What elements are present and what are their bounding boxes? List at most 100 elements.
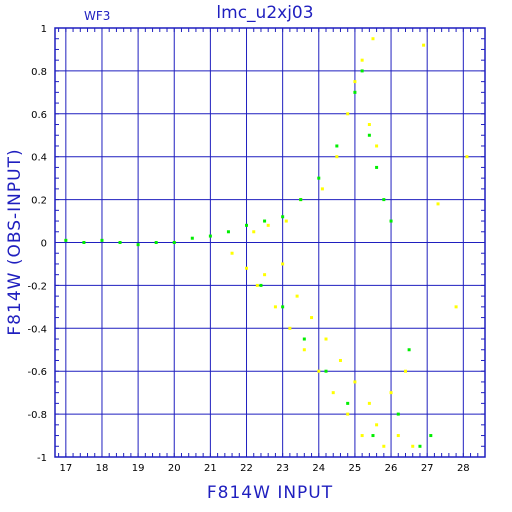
data-point bbox=[389, 391, 393, 395]
x-tick-label: 24 bbox=[312, 463, 325, 474]
y-tick-label: 0.8 bbox=[31, 67, 47, 78]
y-tick-label: 1 bbox=[41, 24, 47, 35]
data-point bbox=[100, 238, 104, 242]
x-tick-label: 22 bbox=[240, 463, 253, 474]
x-tick-labels: 17 18 19 20 21 22 23 24 25 26 27 28 bbox=[59, 463, 469, 474]
data-point bbox=[353, 90, 357, 94]
data-point bbox=[360, 69, 364, 73]
data-point bbox=[255, 283, 259, 287]
data-point bbox=[465, 155, 469, 159]
data-point bbox=[190, 236, 194, 240]
y-tick-label: 0.6 bbox=[31, 110, 47, 121]
data-point bbox=[335, 144, 339, 148]
y-tick-label: 0 bbox=[41, 239, 47, 250]
data-point bbox=[263, 273, 267, 277]
chip-label: WF3 bbox=[84, 9, 110, 23]
data-point bbox=[346, 401, 350, 405]
data-point bbox=[281, 215, 285, 219]
data-point bbox=[422, 43, 426, 47]
data-point bbox=[335, 155, 339, 159]
data-point bbox=[324, 337, 328, 341]
data-point bbox=[367, 401, 371, 405]
data-point bbox=[82, 241, 86, 244]
data-point bbox=[375, 423, 379, 427]
x-tick-label: 26 bbox=[385, 463, 398, 474]
data-point bbox=[302, 348, 306, 352]
data-point bbox=[436, 202, 440, 206]
x-tick-label: 17 bbox=[59, 463, 72, 474]
y-tick-label: 0.4 bbox=[31, 153, 47, 164]
data-point bbox=[389, 219, 393, 223]
x-tick-label: 18 bbox=[96, 463, 109, 474]
data-point bbox=[295, 294, 299, 298]
x-tick-label: 28 bbox=[457, 463, 470, 474]
data-point bbox=[429, 434, 433, 438]
data-point bbox=[281, 305, 285, 309]
y-tick-label: 0.2 bbox=[31, 196, 47, 207]
y-axis-title: F814W (OBS-INPUT) bbox=[5, 148, 25, 335]
data-point bbox=[371, 37, 375, 41]
data-point bbox=[281, 262, 285, 266]
data-point bbox=[317, 369, 321, 373]
x-tick-label: 27 bbox=[421, 463, 434, 474]
data-point bbox=[353, 380, 357, 384]
data-point bbox=[353, 80, 357, 84]
plot-frame bbox=[54, 27, 486, 458]
data-point bbox=[367, 123, 371, 127]
y-tick-label: -0.2 bbox=[27, 281, 47, 292]
data-point bbox=[284, 219, 288, 223]
data-point bbox=[226, 230, 230, 234]
data-point bbox=[371, 434, 375, 438]
data-point bbox=[259, 283, 263, 287]
data-point bbox=[331, 391, 335, 395]
data-point bbox=[320, 187, 324, 191]
data-point bbox=[324, 369, 328, 373]
data-point bbox=[252, 230, 256, 234]
data-point bbox=[230, 251, 234, 255]
data-point bbox=[382, 444, 386, 448]
y-tick-label: -0.4 bbox=[27, 324, 47, 335]
data-point bbox=[360, 58, 364, 62]
data-points bbox=[64, 37, 469, 448]
chart-title: lmc_u2xj03 bbox=[216, 3, 313, 23]
data-point bbox=[346, 412, 350, 416]
x-tick-label: 21 bbox=[204, 463, 217, 474]
data-point bbox=[404, 369, 408, 373]
data-point bbox=[172, 241, 176, 244]
x-tick-label: 25 bbox=[349, 463, 362, 474]
y-tick-label: -0.6 bbox=[27, 367, 47, 378]
y-tick-label: -1 bbox=[37, 453, 47, 464]
data-point bbox=[418, 444, 422, 448]
data-point bbox=[411, 444, 415, 448]
data-point bbox=[407, 348, 411, 352]
data-point bbox=[317, 176, 321, 180]
data-point bbox=[338, 358, 342, 362]
data-point bbox=[266, 223, 270, 227]
data-point bbox=[375, 144, 379, 148]
data-point bbox=[396, 434, 400, 438]
data-point bbox=[136, 243, 140, 247]
data-point bbox=[454, 305, 458, 309]
data-point bbox=[64, 238, 68, 242]
data-point bbox=[396, 412, 400, 416]
data-point bbox=[367, 133, 371, 137]
data-point bbox=[382, 198, 386, 202]
data-point bbox=[263, 219, 267, 223]
data-point bbox=[310, 316, 314, 320]
data-point bbox=[288, 326, 292, 330]
data-point bbox=[302, 337, 306, 341]
x-tick-label: 19 bbox=[132, 463, 145, 474]
data-point bbox=[118, 241, 122, 244]
y-tick-labels: -1 -0.8 -0.6 -0.4 -0.2 0 0.2 0.4 0.6 0.8 1 bbox=[27, 24, 47, 464]
data-point bbox=[208, 234, 212, 238]
data-point bbox=[154, 241, 158, 244]
x-tick-label: 20 bbox=[168, 463, 181, 474]
data-point bbox=[299, 198, 303, 202]
x-tick-label: 23 bbox=[276, 463, 289, 474]
data-point bbox=[346, 112, 350, 116]
data-point bbox=[360, 434, 364, 438]
data-point bbox=[245, 266, 249, 270]
data-point bbox=[375, 165, 379, 169]
